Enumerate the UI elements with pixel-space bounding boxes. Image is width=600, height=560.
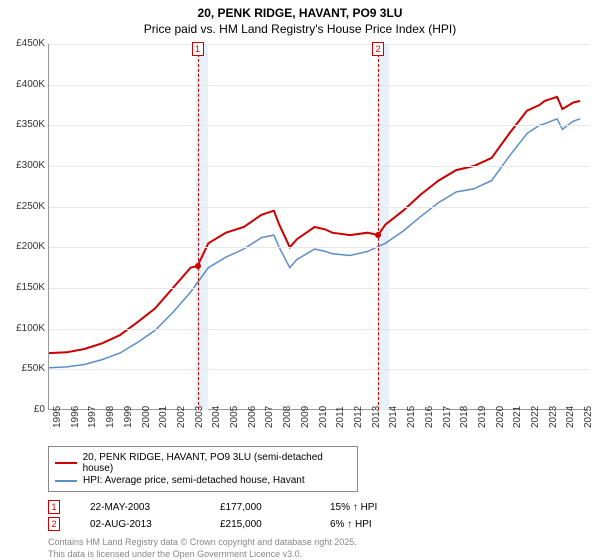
x-tick-label: 2005 <box>229 406 240 428</box>
legend-row: 20, PENK RIDGE, HAVANT, PO9 3LU (semi-de… <box>55 452 351 474</box>
y-tick-label: £300K <box>3 160 45 171</box>
transaction-row: 2 02-AUG-2013 £215,000 6% ↑ HPI <box>48 517 588 531</box>
x-tick-label: 2012 <box>353 406 364 428</box>
y-gridline <box>49 166 589 167</box>
marker-line <box>198 44 199 410</box>
x-tick-label: 2002 <box>176 406 187 428</box>
y-tick-label: £450K <box>3 38 45 49</box>
x-tick-label: 2011 <box>335 406 346 428</box>
x-tick-label: 2020 <box>495 406 506 428</box>
x-tick-label: 2024 <box>565 406 576 428</box>
legend-swatch <box>55 462 77 464</box>
chart-title: 20, PENK RIDGE, HAVANT, PO9 3LU <box>0 0 600 20</box>
transaction-price: £215,000 <box>220 519 300 530</box>
legend-row: HPI: Average price, semi-detached house,… <box>55 475 351 486</box>
y-gridline <box>49 125 589 126</box>
x-tick-label: 2006 <box>247 406 258 428</box>
transaction-date: 22-MAY-2003 <box>90 502 190 513</box>
x-tick-label: 2025 <box>583 406 594 428</box>
plot-region: £0£50K£100K£150K£200K£250K£300K£350K£400… <box>48 44 588 410</box>
footer-line1: Contains HM Land Registry data © Crown c… <box>48 537 588 549</box>
y-tick-label: £400K <box>3 79 45 90</box>
x-tick-label: 2000 <box>141 406 152 428</box>
x-tick-label: 2019 <box>477 406 488 428</box>
transaction-row: 1 22-MAY-2003 £177,000 15% ↑ HPI <box>48 500 588 514</box>
y-tick-label: £100K <box>3 323 45 334</box>
marker-box: 1 <box>192 42 204 56</box>
x-tick-label: 2018 <box>459 406 470 428</box>
y-gridline <box>49 207 589 208</box>
x-tick-label: 1995 <box>52 406 63 428</box>
x-tick-label: 2007 <box>264 406 275 428</box>
x-tick-label: 1998 <box>105 406 116 428</box>
marker-dot <box>195 263 201 269</box>
transaction-table: 1 22-MAY-2003 £177,000 15% ↑ HPI 2 02-AUG-201… <box>48 500 588 531</box>
x-tick-label: 2016 <box>424 406 435 428</box>
line-svg <box>49 44 589 410</box>
x-tick-label: 1997 <box>87 406 98 428</box>
x-tick-label: 2023 <box>548 406 559 428</box>
legend-area: 20, PENK RIDGE, HAVANT, PO9 3LU (semi-de… <box>48 446 588 560</box>
x-tick-label: 2010 <box>318 406 329 428</box>
y-tick-label: £150K <box>3 282 45 293</box>
y-tick-label: £350K <box>3 119 45 130</box>
legend-label: HPI: Average price, semi-detached house,… <box>83 475 305 486</box>
x-tick-label: 2003 <box>194 406 205 428</box>
y-gridline <box>49 369 589 370</box>
marker-dot <box>375 232 381 238</box>
chart-area: £0£50K£100K£150K£200K£250K£300K£350K£400… <box>48 44 588 410</box>
x-tick-label: 1996 <box>70 406 81 428</box>
y-gridline <box>49 85 589 86</box>
chart-container: 20, PENK RIDGE, HAVANT, PO9 3LU Price pa… <box>0 0 600 560</box>
transaction-marker: 2 <box>48 517 60 531</box>
y-gridline <box>49 247 589 248</box>
series-line <box>49 119 580 368</box>
series-line <box>49 97 580 353</box>
chart-subtitle: Price paid vs. HM Land Registry's House … <box>0 20 600 36</box>
footer-line2: This data is licensed under the Open Gov… <box>48 549 588 560</box>
footer: Contains HM Land Registry data © Crown c… <box>48 537 588 560</box>
y-gridline <box>49 329 589 330</box>
x-tick-label: 2013 <box>371 406 382 428</box>
x-tick-label: 2017 <box>442 406 453 428</box>
x-tick-label: 2015 <box>406 406 417 428</box>
x-tick-label: 2004 <box>211 406 222 428</box>
x-tick-label: 2014 <box>388 406 399 428</box>
y-tick-label: £250K <box>3 201 45 212</box>
transaction-marker: 1 <box>48 500 60 514</box>
x-tick-label: 2022 <box>530 406 541 428</box>
legend-box: 20, PENK RIDGE, HAVANT, PO9 3LU (semi-de… <box>48 446 358 492</box>
transaction-delta: 15% ↑ HPI <box>330 502 410 513</box>
y-tick-label: £0 <box>3 404 45 415</box>
marker-line <box>378 44 379 410</box>
x-tick-label: 2009 <box>300 406 311 428</box>
transaction-delta: 6% ↑ HPI <box>330 519 410 530</box>
y-tick-label: £50K <box>3 363 45 374</box>
x-tick-label: 2008 <box>282 406 293 428</box>
marker-box: 2 <box>372 42 384 56</box>
y-gridline <box>49 44 589 45</box>
transaction-date: 02-AUG-2013 <box>90 519 190 530</box>
legend-swatch <box>55 480 77 482</box>
y-tick-label: £200K <box>3 241 45 252</box>
x-tick-label: 2021 <box>512 406 523 428</box>
y-gridline <box>49 288 589 289</box>
transaction-price: £177,000 <box>220 502 300 513</box>
legend-label: 20, PENK RIDGE, HAVANT, PO9 3LU (semi-de… <box>83 452 351 474</box>
x-tick-label: 2001 <box>158 406 169 428</box>
x-tick-label: 1999 <box>123 406 134 428</box>
